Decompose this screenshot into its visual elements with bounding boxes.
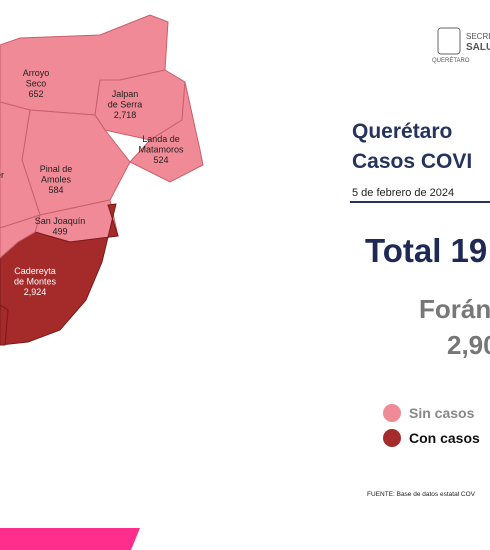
title: Querétaro: [352, 120, 452, 143]
legend-label: Sin casos: [409, 405, 475, 421]
municipality: ller: [0, 170, 4, 180]
municipality-name: Arroyo: [23, 68, 50, 78]
municipality-cases: 499: [52, 227, 67, 237]
municipality-cases: 2,718: [114, 110, 137, 120]
legend-swatch: [383, 404, 401, 422]
legend-label: Con casos: [409, 430, 480, 446]
banner: [0, 528, 140, 550]
municipality-cases: 2,924: [24, 287, 47, 297]
municipality-cases: 584: [48, 185, 63, 195]
municipality-name: Seco: [26, 79, 47, 89]
source: FUENTE: Base de datos estatal COV: [367, 491, 476, 498]
map: [0, 14, 204, 346]
logo-text: SALU: [466, 42, 490, 53]
municipality-name: Cadereyta: [14, 266, 56, 276]
region: [0, 214, 41, 259]
foreign-value: 2,90: [447, 330, 490, 360]
municipality-name: Jalpan: [112, 89, 139, 99]
logo: SECRE SALU QUERÉTARO: [432, 27, 490, 64]
municipality-name: Landa de: [142, 134, 180, 144]
region: [0, 203, 119, 346]
title: Casos COVI: [352, 150, 472, 173]
foreign-label: Forán: [419, 294, 490, 324]
municipality-cases: 652: [28, 89, 43, 99]
municipality-cases: 524: [153, 155, 168, 165]
region: [0, 101, 41, 229]
municipality-name: de Serra: [108, 100, 143, 110]
logo-text: QUERÉTARO: [432, 57, 470, 64]
municipality-name: Amoles: [41, 175, 72, 185]
date: 5 de febrero de 2024: [352, 187, 454, 199]
legend-swatch: [383, 429, 401, 447]
total: Total 19: [365, 232, 487, 269]
municipality-name: San Joaquín: [35, 216, 86, 226]
municipality-name: Matamoros: [138, 145, 184, 155]
region: [129, 81, 204, 183]
logo-text: SECRE: [466, 32, 490, 41]
region: [0, 304, 9, 346]
municipality-name: de Montes: [14, 277, 57, 287]
municipality-name: ller: [0, 170, 4, 180]
municipality-name: Pinal de: [40, 164, 73, 174]
logo-icon: [437, 27, 461, 55]
